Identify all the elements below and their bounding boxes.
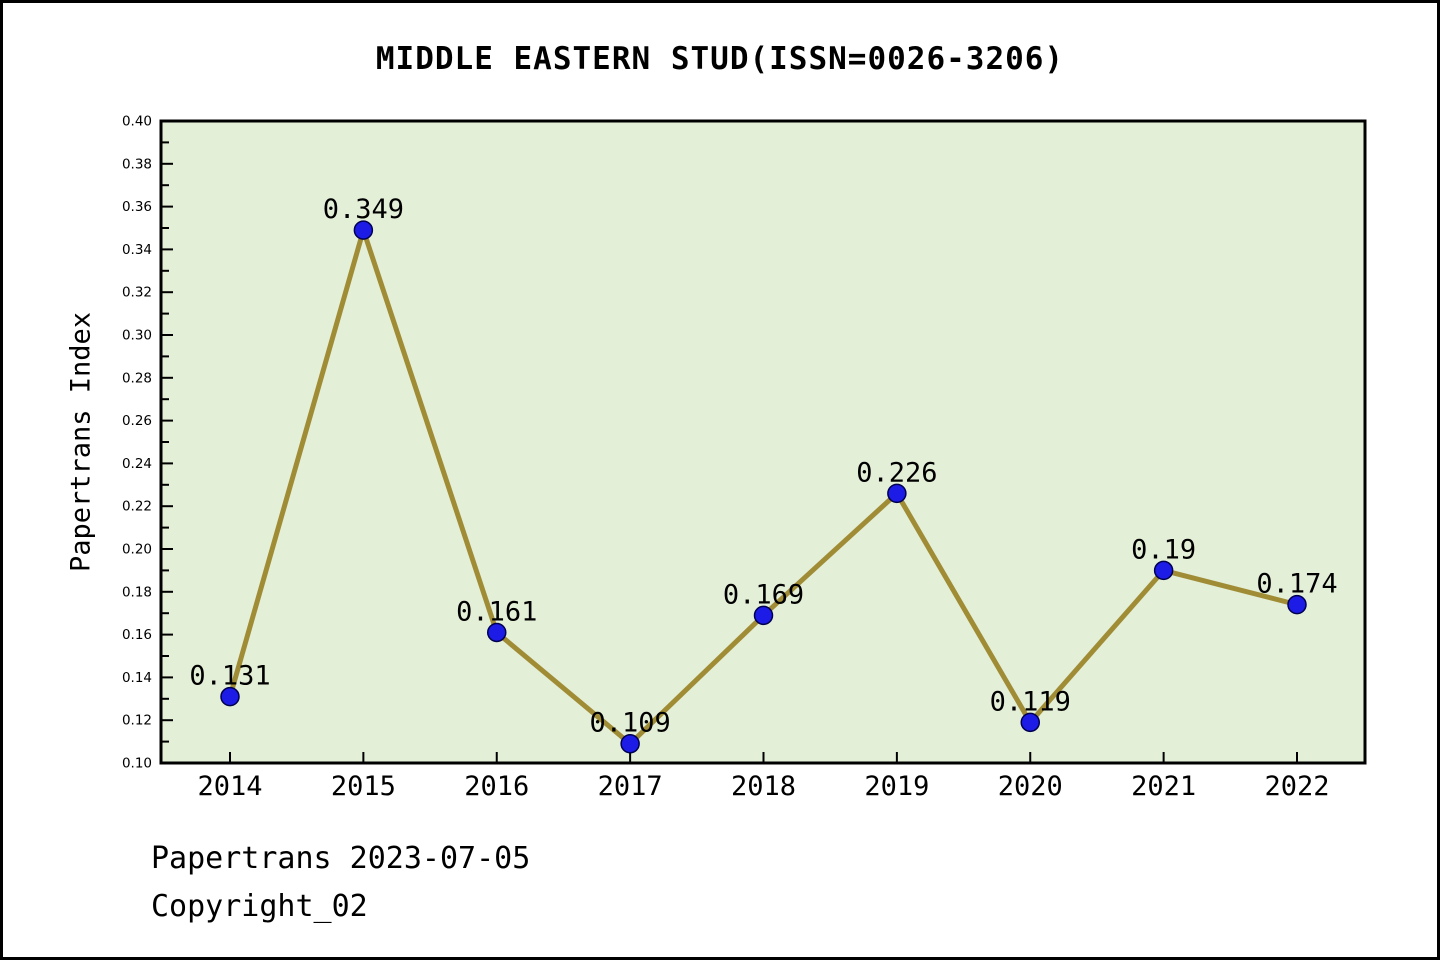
data-point-label: 0.349 xyxy=(323,194,404,225)
x-year-label: 2021 xyxy=(1131,771,1196,802)
plot-area: 0.10 0.12 0.14 0.16 0.18 0.20 0.22 0.24 0.26 0.28… xyxy=(122,114,1367,802)
x-year-label: 2016 xyxy=(464,771,529,802)
data-point-label: 0.131 xyxy=(189,661,270,692)
y-tick-label: 0.16 xyxy=(122,627,152,643)
x-year-label: 2015 xyxy=(331,771,396,802)
data-point-label: 0.169 xyxy=(723,579,804,610)
y-tick-label: 0.36 xyxy=(122,199,152,215)
data-point-marker xyxy=(487,622,507,643)
y-tick-label: 0.28 xyxy=(122,370,152,386)
data-point-label: 0.19 xyxy=(1131,534,1196,565)
data-point-label: 0.109 xyxy=(589,708,670,739)
footer-date: Papertrans 2023-07-05 xyxy=(151,841,531,876)
x-year-label: 2017 xyxy=(598,771,663,802)
data-point-marker xyxy=(353,220,374,240)
y-tick-label: 0.10 xyxy=(122,756,152,772)
x-year-label: 2014 xyxy=(197,771,262,802)
data-point-label: 0.119 xyxy=(990,686,1071,717)
y-tick-label: 0.24 xyxy=(122,456,152,472)
y-tick-label: 0.38 xyxy=(122,156,152,172)
x-year-label: 2018 xyxy=(731,771,796,802)
y-tick-label: 0.34 xyxy=(122,242,152,258)
data-point-marker xyxy=(753,605,774,626)
data-point-marker xyxy=(620,733,640,754)
y-tick-label: 0.18 xyxy=(122,584,152,600)
y-tick-label: 0.40 xyxy=(122,114,152,130)
y-tick-label: 0.14 xyxy=(122,670,152,686)
y-tick-label: 0.12 xyxy=(122,713,152,729)
chart-title: MIDDLE EASTERN STUD(ISSN=0026-3206) xyxy=(375,41,1065,77)
data-point-marker xyxy=(1287,594,1307,615)
y-tick-label: 0.30 xyxy=(122,328,152,344)
footer-copyright: Copyright_02 xyxy=(151,889,368,924)
data-point-marker xyxy=(1020,712,1040,733)
x-year-label: 2020 xyxy=(998,771,1063,802)
data-point-marker xyxy=(887,483,907,504)
data-point-label: 0.226 xyxy=(856,457,937,488)
x-year-label: 2019 xyxy=(864,771,929,802)
y-tick-label: 0.20 xyxy=(122,542,152,558)
y-tick-label: 0.22 xyxy=(122,499,152,515)
data-point-label: 0.161 xyxy=(456,596,537,627)
y-tick-label: 0.32 xyxy=(122,285,152,301)
x-year-label: 2022 xyxy=(1264,771,1329,802)
y-tick-label: 0.26 xyxy=(122,413,152,429)
data-point-label: 0.174 xyxy=(1256,569,1337,600)
data-point-marker xyxy=(220,686,240,707)
data-point-marker xyxy=(1153,560,1174,581)
